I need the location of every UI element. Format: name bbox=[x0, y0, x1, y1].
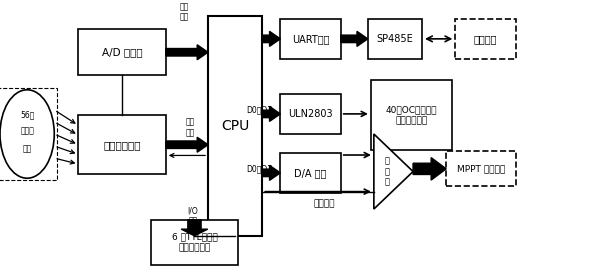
Bar bbox=[280, 94, 341, 134]
Text: 模拟量: 模拟量 bbox=[20, 127, 34, 136]
Polygon shape bbox=[262, 106, 280, 121]
Bar bbox=[371, 80, 452, 150]
Bar bbox=[368, 19, 422, 59]
Polygon shape bbox=[374, 134, 413, 209]
Bar bbox=[280, 153, 341, 193]
Bar bbox=[78, 29, 166, 75]
Polygon shape bbox=[166, 137, 208, 152]
Text: D0～D7: D0～D7 bbox=[246, 105, 273, 114]
Polygon shape bbox=[262, 165, 280, 180]
Text: 6 路TTL驱动的
间接指令输出: 6 路TTL驱动的 间接指令输出 bbox=[172, 232, 217, 252]
Ellipse shape bbox=[0, 90, 54, 178]
Text: 数据
送入: 数据 送入 bbox=[179, 2, 189, 22]
Text: D/A 输出: D/A 输出 bbox=[294, 168, 327, 178]
Bar bbox=[280, 19, 341, 59]
Text: SP485E: SP485E bbox=[377, 34, 413, 44]
Polygon shape bbox=[341, 31, 368, 46]
Text: UART接口: UART接口 bbox=[292, 34, 329, 44]
Text: MPPT 控制输出: MPPT 控制输出 bbox=[456, 164, 505, 173]
Bar bbox=[446, 151, 516, 186]
Text: D0～D7: D0～D7 bbox=[246, 164, 273, 173]
Text: CPU: CPU bbox=[221, 119, 249, 133]
Text: 比
较
器: 比 较 器 bbox=[384, 157, 390, 187]
Text: 多路模拟通道: 多路模拟通道 bbox=[103, 140, 141, 150]
Polygon shape bbox=[413, 158, 446, 180]
Text: ULN2803: ULN2803 bbox=[288, 109, 333, 119]
Bar bbox=[78, 115, 166, 174]
Text: 通道
控制: 通道 控制 bbox=[185, 118, 195, 137]
Text: A/D 转换器: A/D 转换器 bbox=[102, 47, 142, 57]
Text: 基准电压: 基准电压 bbox=[314, 199, 335, 208]
Text: 输入: 输入 bbox=[22, 144, 32, 153]
Polygon shape bbox=[166, 45, 208, 60]
Polygon shape bbox=[181, 220, 207, 236]
Bar bbox=[0, 88, 57, 180]
Text: 差分收发: 差分收发 bbox=[474, 34, 497, 44]
Text: I/O
控制: I/O 控制 bbox=[188, 206, 198, 225]
Bar bbox=[208, 16, 262, 236]
Bar bbox=[455, 19, 516, 59]
Polygon shape bbox=[262, 31, 280, 46]
Text: 40路OC门驱动的
间接指令输出: 40路OC门驱动的 间接指令输出 bbox=[386, 105, 437, 125]
Text: 56路: 56路 bbox=[20, 111, 34, 120]
Bar bbox=[151, 220, 238, 265]
